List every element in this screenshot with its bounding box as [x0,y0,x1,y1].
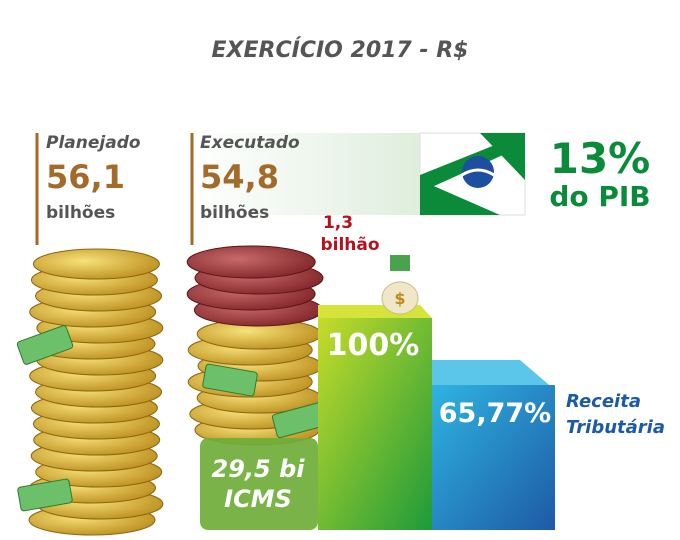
flag [419,132,526,216]
svg-text:$: $ [394,289,405,308]
banknote [16,325,74,365]
executed-unit: bilhões [200,203,269,223]
bar-top [432,360,555,390]
bar [432,385,555,530]
banknote [17,478,73,512]
title: EXERCÍCIO 2017 - R$ [212,37,469,63]
difference-value: 1,3 [323,213,353,233]
planned-label: Planejado [46,133,141,153]
difference-unit: bilhão [320,235,379,255]
banknote [202,363,258,397]
coin [186,245,316,279]
pib-value: 13% [550,134,651,183]
revenue-label: Tributária [566,417,665,438]
coin [32,248,160,280]
bar-label: 100% [327,328,420,363]
revenue-label: Receita [566,391,641,412]
bar-label: 65,77% [439,398,551,429]
icms-box [200,438,318,530]
coin-stacks [16,245,329,536]
money-bag: $ [381,255,419,315]
planned-value: 56,1 [46,158,125,196]
bar [318,318,432,530]
pib-label: do PIB [549,180,650,213]
executed-value: 54,8 [200,158,279,196]
icms-label: ICMS [224,485,292,513]
planned-unit: bilhões [46,203,115,223]
icms-value: 29,5 bi [212,455,306,483]
band [195,133,420,215]
executed-label: Executado [200,133,300,153]
